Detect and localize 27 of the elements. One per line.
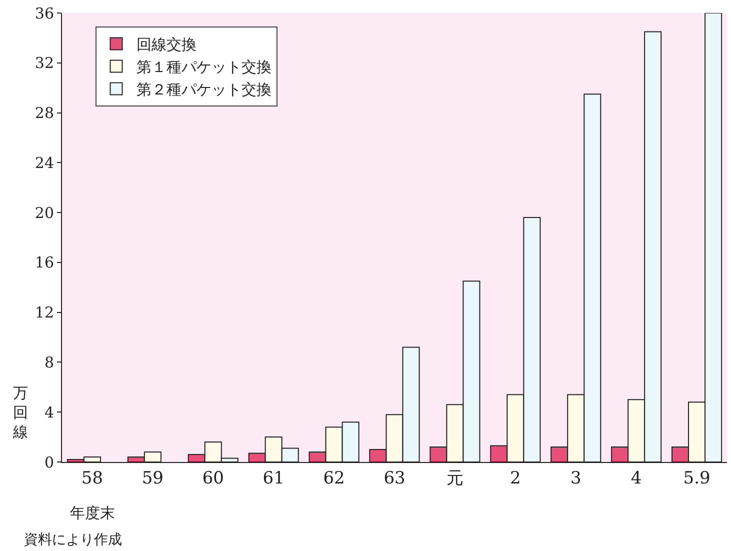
y-tick-label: 24 [34,154,54,172]
x-tick-label: 59 [142,468,164,488]
text: 資料により作成 [24,532,122,548]
x-tick-label: 58 [81,468,104,488]
y-tick-label: 8 [44,353,54,372]
x-tick-label: 5.9 [683,468,710,488]
x-tick-label: 63 [384,468,406,488]
x-tick-label: 2 [510,468,521,488]
y-tick-label: 16 [34,254,54,272]
x-tick-label: 4 [630,468,642,488]
legend-label: 第２種パケット交換 [136,80,272,99]
y-tick-label: 0 [44,453,54,472]
y-tick-label: 36 [34,4,54,22]
x-tick-label: 62 [323,468,345,488]
y-tick-label: 28 [34,104,54,122]
legend-label: 回線交換 [136,36,196,54]
y-tick-label: 20 [34,204,54,222]
x-tick-label: 元 [446,468,464,488]
x-tick-label: 60 [202,468,224,488]
y-tick-label: 12 [34,304,54,322]
x-tick-label: 3 [570,468,582,488]
y-tick-label: 4 [44,403,54,422]
y-axis-title: 万回線 [12,384,28,441]
x-tick-label: 61 [262,468,284,488]
legend-label: 第１種パケット交換 [136,58,272,76]
y-tick-label: 32 [34,54,54,72]
x-axis-title: 年度末 [70,504,115,522]
